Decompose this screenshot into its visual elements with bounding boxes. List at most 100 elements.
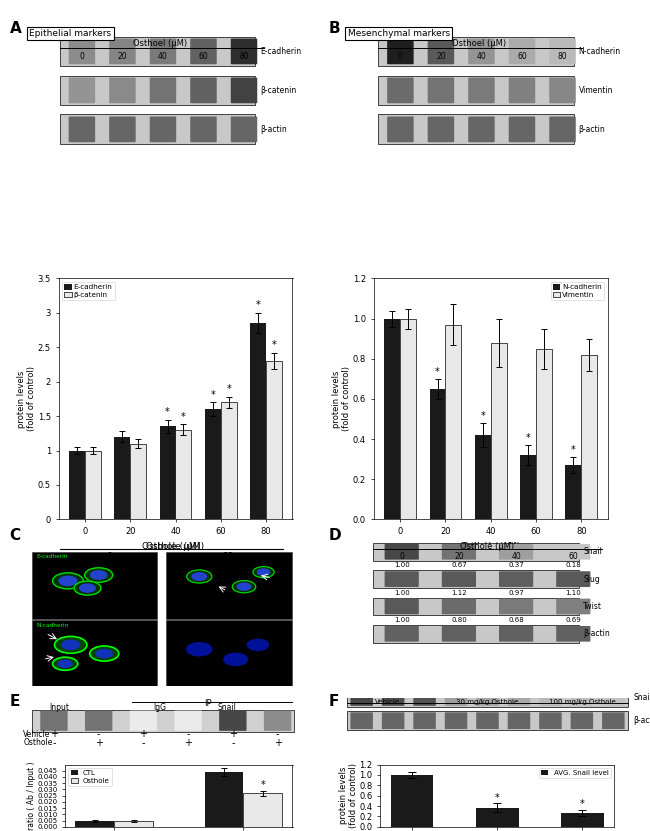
FancyBboxPatch shape <box>602 689 625 706</box>
Bar <box>60 76 255 106</box>
FancyBboxPatch shape <box>387 116 413 142</box>
Y-axis label: protein levels
(fold of control): protein levels (fold of control) <box>332 366 352 431</box>
Circle shape <box>232 581 255 593</box>
Bar <box>491 342 506 519</box>
FancyBboxPatch shape <box>442 571 476 587</box>
Bar <box>373 543 579 560</box>
FancyBboxPatch shape <box>468 116 495 142</box>
Y-axis label: protein levels
(fold of control): protein levels (fold of control) <box>17 366 36 431</box>
Circle shape <box>237 583 251 590</box>
FancyBboxPatch shape <box>85 711 112 730</box>
Text: Vehicle: Vehicle <box>23 730 51 739</box>
Circle shape <box>58 660 72 667</box>
Text: -: - <box>142 738 145 748</box>
Text: β-catenin: β-catenin <box>260 86 296 95</box>
Text: 0: 0 <box>107 552 113 562</box>
Text: -: - <box>52 738 56 748</box>
Text: +: + <box>229 729 237 739</box>
Text: 0.97: 0.97 <box>508 590 524 596</box>
FancyBboxPatch shape <box>385 571 419 587</box>
Text: 0: 0 <box>79 52 84 61</box>
Text: Vimentin: Vimentin <box>578 86 613 95</box>
Text: E: E <box>10 694 20 709</box>
Text: *: * <box>480 411 485 421</box>
FancyBboxPatch shape <box>264 711 291 730</box>
Bar <box>520 455 536 519</box>
FancyBboxPatch shape <box>556 571 590 587</box>
FancyBboxPatch shape <box>556 544 590 559</box>
FancyBboxPatch shape <box>109 116 136 142</box>
FancyBboxPatch shape <box>69 38 95 64</box>
Text: Mesenchymal markers: Mesenchymal markers <box>348 29 450 38</box>
Bar <box>445 325 462 519</box>
Circle shape <box>55 637 87 653</box>
Text: 60: 60 <box>517 52 527 61</box>
Circle shape <box>53 573 83 589</box>
Bar <box>205 772 243 827</box>
Text: 0.18: 0.18 <box>566 563 581 568</box>
FancyBboxPatch shape <box>413 712 436 729</box>
Text: 80: 80 <box>239 52 249 61</box>
Circle shape <box>84 568 112 583</box>
Bar <box>430 389 445 519</box>
Bar <box>536 349 552 519</box>
Circle shape <box>62 640 80 650</box>
FancyBboxPatch shape <box>428 116 454 142</box>
Circle shape <box>192 573 207 580</box>
Text: 1.00: 1.00 <box>394 590 410 596</box>
Bar <box>32 552 157 618</box>
FancyBboxPatch shape <box>468 38 495 64</box>
Text: Vehicle: Vehicle <box>375 699 400 706</box>
Text: *: * <box>261 779 265 789</box>
FancyBboxPatch shape <box>499 598 533 614</box>
Text: 60: 60 <box>221 552 233 562</box>
FancyBboxPatch shape <box>468 77 495 103</box>
Text: 20: 20 <box>118 52 127 61</box>
Bar <box>250 323 266 519</box>
FancyBboxPatch shape <box>190 77 216 103</box>
FancyBboxPatch shape <box>150 77 176 103</box>
Bar <box>60 115 255 145</box>
Text: 0.68: 0.68 <box>508 617 524 623</box>
FancyBboxPatch shape <box>69 116 95 142</box>
Text: *: * <box>571 445 576 455</box>
Text: 1.12: 1.12 <box>451 590 467 596</box>
Circle shape <box>224 653 248 666</box>
Text: 60: 60 <box>199 52 209 61</box>
Legend: N-cadherin, Vimentin: N-cadherin, Vimentin <box>551 282 604 300</box>
Text: Slug: Slug <box>583 574 600 583</box>
Text: C: C <box>10 528 21 543</box>
Bar <box>160 426 176 519</box>
Circle shape <box>53 657 78 671</box>
FancyBboxPatch shape <box>231 116 257 142</box>
Text: β-actin: β-actin <box>583 629 610 638</box>
Text: 40: 40 <box>476 52 486 61</box>
Text: 80: 80 <box>558 52 567 61</box>
Text: 0.80: 0.80 <box>451 617 467 623</box>
Text: *: * <box>181 411 186 421</box>
Circle shape <box>90 571 107 579</box>
Text: B: B <box>328 21 340 36</box>
FancyBboxPatch shape <box>445 689 467 706</box>
FancyBboxPatch shape <box>382 712 404 729</box>
Circle shape <box>257 569 270 575</box>
FancyBboxPatch shape <box>174 711 202 730</box>
Circle shape <box>253 567 274 578</box>
FancyBboxPatch shape <box>387 77 413 103</box>
Text: Snail: Snail <box>633 693 650 702</box>
Text: IP: IP <box>204 699 211 708</box>
Text: 1.00: 1.00 <box>394 563 410 568</box>
FancyBboxPatch shape <box>509 77 535 103</box>
FancyBboxPatch shape <box>549 38 576 64</box>
FancyBboxPatch shape <box>442 544 476 559</box>
Text: 40: 40 <box>512 552 521 561</box>
FancyBboxPatch shape <box>508 712 530 729</box>
Bar <box>266 361 282 519</box>
Bar <box>69 450 85 519</box>
Text: 30 mg/kg Osthole: 30 mg/kg Osthole <box>456 699 519 706</box>
Bar <box>561 813 604 827</box>
Bar <box>32 710 294 732</box>
Text: A: A <box>10 21 21 36</box>
Circle shape <box>80 584 96 593</box>
Text: Osthole (μM): Osthole (μM) <box>142 543 200 551</box>
